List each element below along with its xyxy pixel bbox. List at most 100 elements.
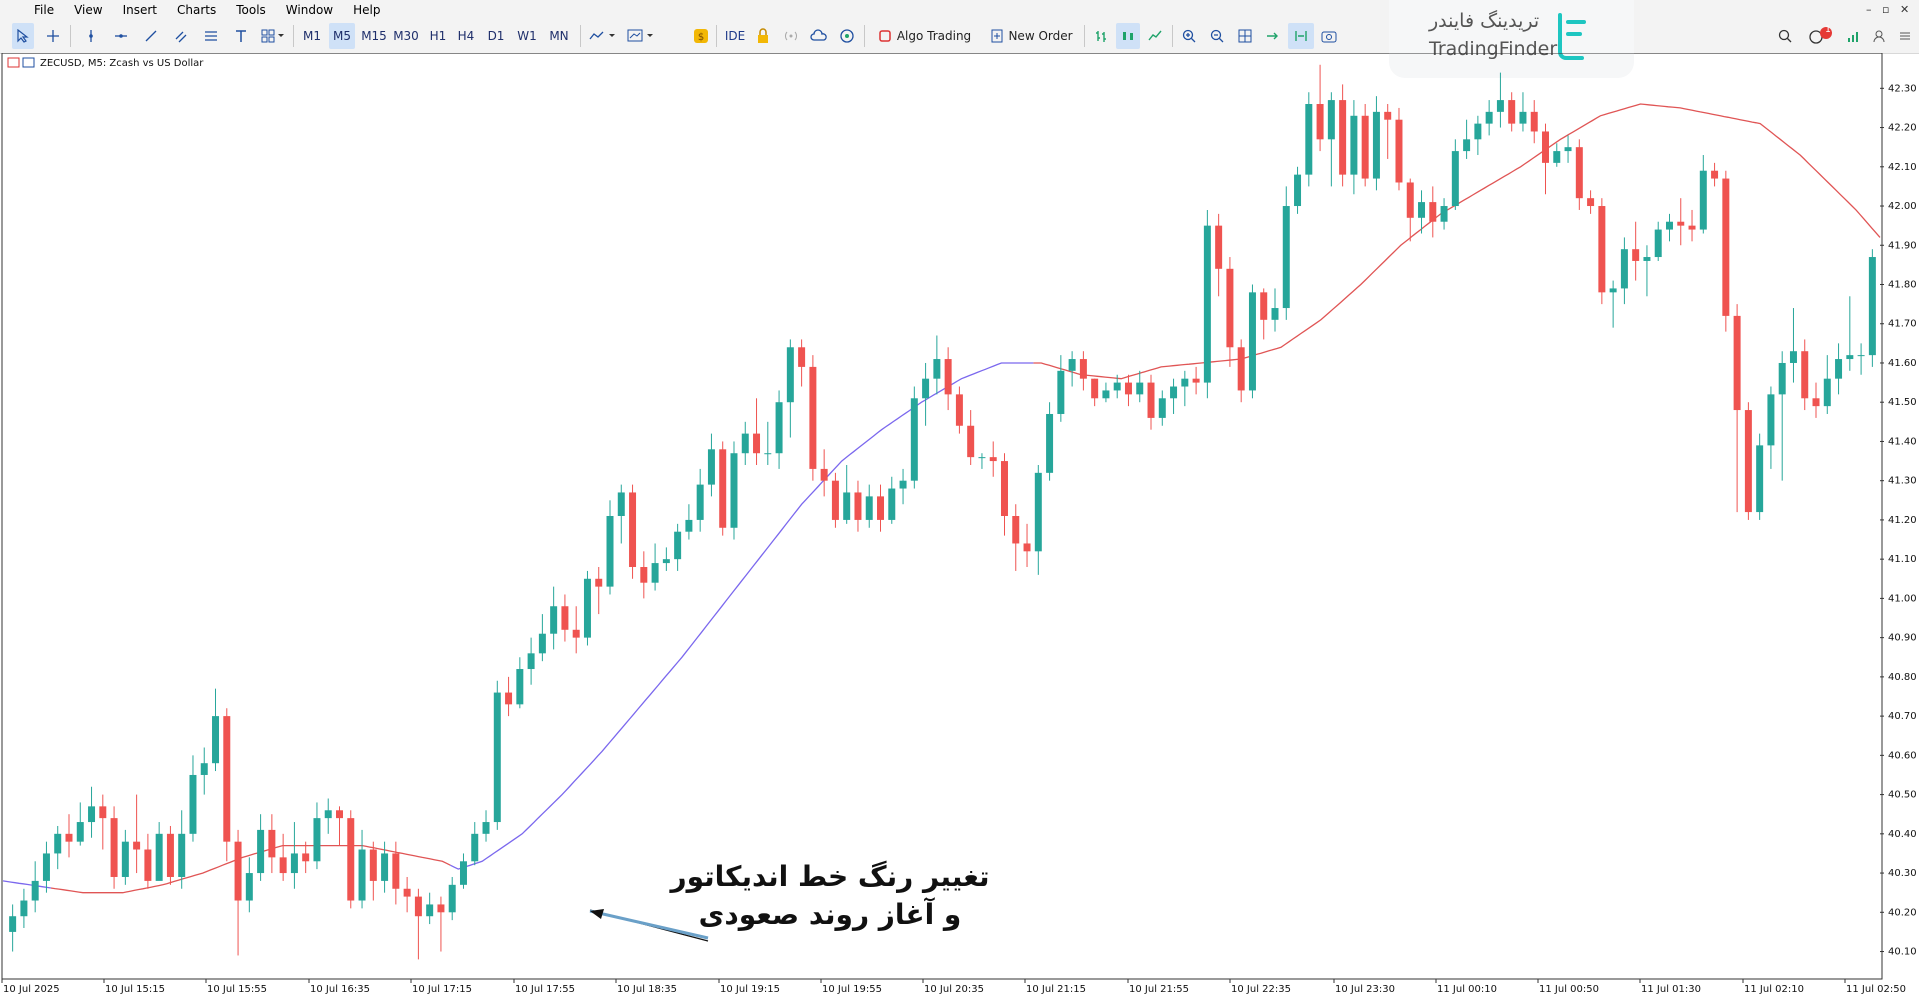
shapes-dropdown-icon[interactable] bbox=[258, 23, 288, 49]
y-tick-label: 40.60 bbox=[1888, 750, 1917, 761]
candle-bear bbox=[144, 849, 152, 881]
price-chart[interactable]: ZECUSD, M5: Zcash vs US Dollar 42.30 42.2… bbox=[0, 52, 1919, 996]
candle-bull bbox=[459, 861, 467, 885]
timeframe-h4[interactable]: H4 bbox=[457, 29, 475, 43]
plot-frame bbox=[1, 52, 1883, 980]
zoom-in-icon[interactable] bbox=[1178, 23, 1200, 49]
notifications-icon[interactable] bbox=[1806, 23, 1836, 49]
menu-insert[interactable]: Insert bbox=[122, 2, 157, 17]
y-tick-label: 40.20 bbox=[1888, 907, 1917, 918]
candle-bull bbox=[1767, 394, 1775, 446]
horizontal-line-icon[interactable] bbox=[110, 23, 132, 49]
menu-file[interactable]: File bbox=[34, 2, 55, 17]
market-icon[interactable]: $ bbox=[690, 23, 712, 49]
candle-bull bbox=[493, 692, 501, 823]
y-tick-label: 41.50 bbox=[1888, 397, 1917, 408]
close-icon[interactable]: ✕ bbox=[1900, 3, 1910, 16]
candle-bull bbox=[1643, 257, 1651, 261]
crosshair-icon[interactable] bbox=[42, 23, 64, 49]
candle-bull bbox=[1756, 445, 1764, 513]
timeframe-w1[interactable]: W1 bbox=[517, 29, 537, 43]
text-tool-icon[interactable] bbox=[230, 23, 252, 49]
timeframe-mn[interactable]: MN bbox=[549, 29, 569, 43]
signal-icon[interactable] bbox=[780, 23, 802, 49]
chart-area[interactable]: ZECUSD, M5: Zcash vs US Dollar 42.30 42.2… bbox=[0, 52, 1919, 996]
x-tick-label: 11 Jul 01:30 bbox=[1641, 984, 1701, 995]
connection-icon[interactable] bbox=[1843, 23, 1865, 49]
candle-bear bbox=[414, 896, 422, 917]
candle-bull bbox=[865, 496, 873, 520]
y-tick-label: 40.80 bbox=[1888, 672, 1917, 683]
y-tick-label: 41.40 bbox=[1888, 436, 1917, 447]
candle-bull bbox=[9, 916, 17, 932]
candle-bear bbox=[1012, 516, 1020, 544]
zoom-out-icon[interactable] bbox=[1206, 23, 1228, 49]
candlestick-icon[interactable] bbox=[1116, 23, 1140, 49]
menu-view[interactable]: View bbox=[74, 2, 103, 17]
candle-bear bbox=[1711, 170, 1719, 179]
candle-bull bbox=[1835, 359, 1843, 379]
candle-bull bbox=[730, 453, 738, 528]
indicator-window-icon bbox=[22, 57, 35, 68]
candle-bear bbox=[223, 716, 231, 842]
account-icon[interactable] bbox=[1868, 23, 1890, 49]
candle-bear bbox=[719, 449, 727, 528]
autoscroll-icon[interactable] bbox=[1262, 23, 1284, 49]
timeframe-d1[interactable]: D1 bbox=[487, 29, 505, 43]
y-tick-label: 41.00 bbox=[1888, 593, 1917, 604]
new-order-button[interactable]: New Order bbox=[984, 23, 1080, 49]
candle-bull bbox=[1113, 382, 1121, 391]
chart-shift-icon[interactable] bbox=[1288, 23, 1314, 49]
algo-trading-button[interactable]: Algo Trading bbox=[870, 23, 980, 49]
fibonacci-icon[interactable] bbox=[200, 23, 222, 49]
y-tick-label: 40.30 bbox=[1888, 868, 1917, 879]
candle-bull bbox=[245, 873, 253, 901]
templates-dropdown-icon[interactable] bbox=[624, 23, 662, 49]
bar-chart-icon[interactable] bbox=[1090, 23, 1112, 49]
menu-charts[interactable]: Charts bbox=[177, 2, 217, 17]
arrowhead-icon bbox=[590, 909, 604, 919]
menu-window[interactable]: Window bbox=[285, 2, 334, 17]
candle-bear bbox=[854, 492, 862, 520]
search-icon[interactable] bbox=[1774, 23, 1796, 49]
ide-button[interactable]: IDE bbox=[724, 29, 746, 43]
candle-bull bbox=[42, 853, 50, 881]
ma-line-up bbox=[450, 362, 1034, 870]
candle-bull bbox=[88, 806, 96, 823]
lock-icon[interactable] bbox=[752, 23, 774, 49]
indicators-dropdown-icon[interactable] bbox=[586, 23, 622, 49]
cursor-icon[interactable] bbox=[12, 23, 34, 49]
trendline-icon[interactable] bbox=[140, 23, 162, 49]
candle-bear bbox=[640, 567, 648, 583]
y-tick-label: 40.50 bbox=[1888, 790, 1917, 801]
tile-windows-icon[interactable] bbox=[1234, 23, 1256, 49]
candle-bull bbox=[899, 480, 907, 489]
timeframe-m5[interactable]: M5 bbox=[329, 23, 355, 49]
channel-icon[interactable] bbox=[170, 23, 192, 49]
cloud-icon[interactable] bbox=[808, 23, 830, 49]
minimize-icon[interactable]: – bbox=[1866, 3, 1872, 16]
candle-bear bbox=[1575, 147, 1583, 199]
screenshot-icon[interactable] bbox=[1318, 23, 1340, 49]
svg-text:$: $ bbox=[698, 32, 704, 43]
menu-dots-icon[interactable] bbox=[1894, 23, 1916, 49]
annotation-line-2: و آغاز روند صعودی bbox=[698, 898, 962, 931]
candle-bull bbox=[1474, 123, 1482, 140]
menu-tools[interactable]: Tools bbox=[236, 2, 266, 17]
candle-bull bbox=[775, 402, 783, 454]
annotation-arrow bbox=[589, 909, 709, 942]
timeframe-h1[interactable]: H1 bbox=[429, 29, 447, 43]
timeframe-m30[interactable]: M30 bbox=[393, 29, 419, 43]
line-chart-icon[interactable] bbox=[1144, 23, 1166, 49]
menu-help[interactable]: Help bbox=[353, 2, 381, 17]
restore-icon[interactable]: ▫ bbox=[1882, 3, 1890, 16]
timeframe-m15[interactable]: M15 bbox=[361, 29, 387, 43]
vertical-line-icon[interactable] bbox=[80, 23, 102, 49]
candle-bull bbox=[1305, 104, 1313, 175]
candle-bull bbox=[910, 398, 918, 481]
candle-bear bbox=[392, 853, 400, 889]
timeframe-m1[interactable]: M1 bbox=[303, 29, 321, 43]
candle-bull bbox=[1327, 100, 1335, 140]
vps-icon[interactable] bbox=[836, 23, 858, 49]
candle-bull bbox=[290, 853, 298, 874]
